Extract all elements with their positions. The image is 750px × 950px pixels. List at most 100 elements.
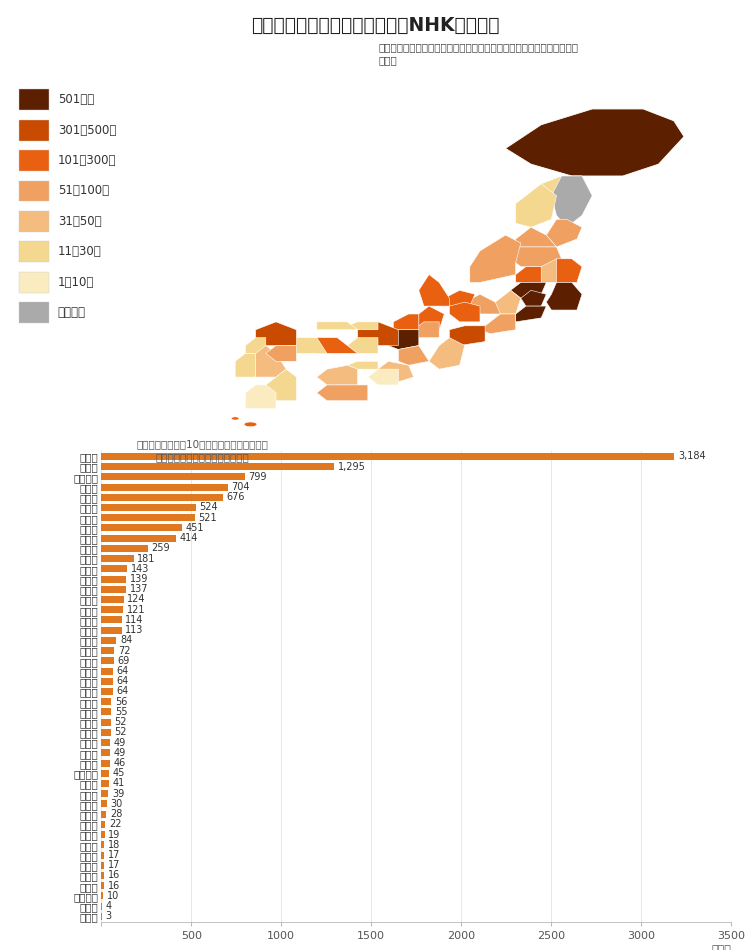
Text: 181: 181 bbox=[137, 554, 156, 563]
Polygon shape bbox=[511, 282, 546, 298]
Bar bbox=[101, 892, 103, 900]
Text: 704: 704 bbox=[232, 482, 250, 492]
Text: 799: 799 bbox=[249, 472, 267, 482]
Polygon shape bbox=[551, 258, 582, 282]
Polygon shape bbox=[536, 258, 556, 282]
Polygon shape bbox=[266, 370, 296, 401]
Polygon shape bbox=[347, 337, 378, 353]
Text: 18: 18 bbox=[108, 840, 120, 850]
Bar bbox=[101, 463, 334, 470]
Polygon shape bbox=[444, 291, 475, 306]
Text: 521: 521 bbox=[199, 513, 217, 522]
Bar bbox=[101, 770, 109, 777]
Polygon shape bbox=[470, 236, 520, 282]
Text: 451: 451 bbox=[186, 522, 205, 533]
Bar bbox=[101, 524, 182, 531]
Text: 139: 139 bbox=[130, 574, 149, 584]
Bar bbox=[101, 709, 111, 715]
Bar bbox=[101, 535, 176, 541]
Polygon shape bbox=[480, 314, 516, 333]
Text: 143: 143 bbox=[130, 563, 149, 574]
Text: 72: 72 bbox=[118, 646, 130, 655]
Text: 64: 64 bbox=[116, 687, 128, 696]
Polygon shape bbox=[516, 184, 556, 227]
Polygon shape bbox=[419, 306, 444, 330]
Text: 301～500人: 301～500人 bbox=[58, 124, 116, 137]
Bar bbox=[101, 484, 228, 490]
Bar bbox=[101, 586, 126, 593]
Text: 都道府県別の感染者数（累計・NHKまとめ）: 都道府県別の感染者数（累計・NHKまとめ） bbox=[251, 16, 500, 35]
Polygon shape bbox=[531, 176, 582, 196]
Text: 56: 56 bbox=[115, 696, 128, 707]
Bar bbox=[101, 780, 109, 787]
Text: 地図：「国土数値情報」から作成: 地図：「国土数値情報」から作成 bbox=[156, 452, 249, 463]
Bar bbox=[101, 801, 106, 808]
Bar bbox=[101, 647, 114, 654]
Text: 137: 137 bbox=[130, 584, 148, 595]
Text: 64: 64 bbox=[116, 666, 128, 676]
Polygon shape bbox=[398, 346, 429, 365]
Ellipse shape bbox=[231, 417, 239, 420]
Text: 1～10人: 1～10人 bbox=[58, 276, 94, 289]
Polygon shape bbox=[516, 247, 562, 267]
Polygon shape bbox=[419, 275, 449, 306]
Bar bbox=[101, 576, 126, 582]
Polygon shape bbox=[490, 291, 520, 314]
Bar bbox=[101, 698, 111, 705]
Bar bbox=[101, 636, 116, 644]
Polygon shape bbox=[368, 370, 398, 385]
Text: （人）: （人） bbox=[712, 945, 731, 950]
Text: 121: 121 bbox=[127, 605, 146, 615]
Bar bbox=[101, 657, 114, 664]
Bar bbox=[101, 872, 104, 879]
Bar bbox=[101, 606, 123, 613]
Text: 41: 41 bbox=[112, 778, 125, 788]
Bar bbox=[101, 668, 112, 674]
Text: 10: 10 bbox=[106, 891, 119, 901]
Text: 3: 3 bbox=[106, 911, 112, 922]
Text: 259: 259 bbox=[152, 543, 170, 553]
Polygon shape bbox=[546, 219, 582, 247]
Bar bbox=[101, 883, 104, 889]
Text: 414: 414 bbox=[179, 533, 198, 543]
Bar bbox=[101, 851, 104, 859]
Text: 30: 30 bbox=[110, 799, 122, 809]
Bar bbox=[101, 790, 108, 797]
Polygon shape bbox=[546, 282, 582, 310]
Polygon shape bbox=[414, 322, 440, 337]
Bar bbox=[101, 453, 674, 460]
Text: 55: 55 bbox=[115, 707, 128, 717]
Bar bbox=[101, 565, 127, 572]
Text: 発表なし: 発表なし bbox=[58, 306, 86, 319]
Polygon shape bbox=[256, 322, 296, 346]
Text: 11～30人: 11～30人 bbox=[58, 245, 101, 258]
Bar bbox=[101, 719, 110, 726]
Polygon shape bbox=[256, 346, 286, 377]
Polygon shape bbox=[449, 326, 485, 346]
Bar bbox=[101, 545, 148, 552]
Polygon shape bbox=[245, 337, 266, 353]
Bar bbox=[101, 473, 245, 481]
Bar bbox=[101, 729, 110, 736]
Bar bbox=[101, 842, 104, 848]
Bar bbox=[101, 514, 195, 522]
Text: 69: 69 bbox=[117, 656, 130, 666]
Text: れます: れます bbox=[379, 55, 398, 66]
Polygon shape bbox=[393, 314, 418, 330]
Bar bbox=[101, 821, 105, 827]
Polygon shape bbox=[316, 365, 358, 385]
Polygon shape bbox=[316, 322, 358, 330]
Polygon shape bbox=[429, 337, 465, 370]
Text: 64: 64 bbox=[116, 676, 128, 686]
Text: 524: 524 bbox=[200, 503, 217, 512]
Polygon shape bbox=[358, 322, 398, 346]
Polygon shape bbox=[347, 361, 378, 370]
Text: 113: 113 bbox=[125, 625, 143, 636]
Text: 101～300人: 101～300人 bbox=[58, 154, 116, 167]
Text: 4: 4 bbox=[106, 902, 112, 911]
Polygon shape bbox=[520, 291, 546, 306]
Polygon shape bbox=[449, 302, 480, 322]
Text: 676: 676 bbox=[226, 492, 245, 503]
Text: 52: 52 bbox=[114, 717, 127, 727]
Text: 19: 19 bbox=[108, 829, 121, 840]
